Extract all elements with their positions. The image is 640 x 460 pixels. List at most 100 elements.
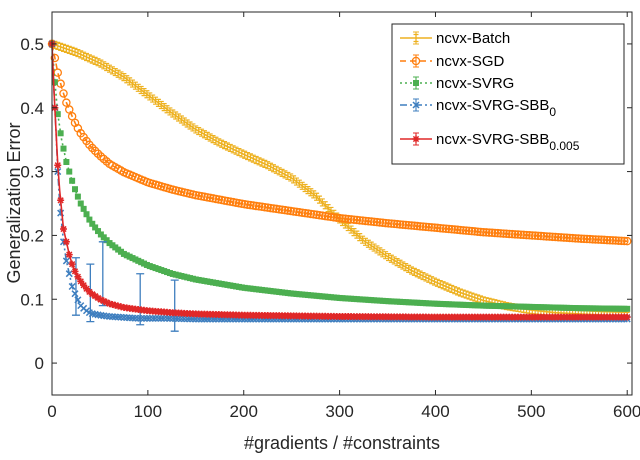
data-point bbox=[69, 46, 75, 55]
legend-label-base: ncvx-SVRG-SBB bbox=[436, 131, 549, 148]
data-point bbox=[476, 227, 485, 237]
data-point bbox=[450, 225, 459, 234]
data-point bbox=[436, 223, 445, 233]
data-point bbox=[285, 171, 291, 181]
data-point bbox=[259, 158, 265, 167]
y-tick-label: 0.2 bbox=[20, 226, 44, 245]
data-point bbox=[385, 252, 391, 262]
data-point bbox=[413, 221, 422, 231]
data-point bbox=[190, 123, 196, 132]
data-point bbox=[556, 233, 566, 242]
data-point bbox=[608, 236, 618, 245]
data-point bbox=[279, 168, 285, 177]
data-point bbox=[482, 228, 491, 237]
data-point bbox=[467, 226, 477, 236]
data-point bbox=[429, 276, 435, 285]
data-point bbox=[302, 183, 308, 193]
data-point bbox=[430, 223, 439, 232]
data-point bbox=[388, 254, 394, 263]
data-point bbox=[222, 141, 228, 150]
data-point bbox=[312, 210, 321, 220]
data-point bbox=[369, 217, 379, 227]
data-point bbox=[251, 201, 261, 211]
data-point bbox=[624, 305, 631, 312]
data-point bbox=[622, 236, 632, 246]
data-point bbox=[170, 109, 176, 118]
data-point bbox=[441, 224, 451, 233]
y-tick-label: 0 bbox=[35, 354, 44, 373]
data-point bbox=[449, 284, 455, 294]
data-point bbox=[152, 314, 160, 322]
data-point bbox=[594, 235, 603, 244]
data-point bbox=[60, 225, 68, 233]
x-tick-label: 500 bbox=[517, 402, 545, 421]
data-point bbox=[519, 230, 528, 240]
data-point bbox=[585, 234, 595, 244]
data-point bbox=[418, 222, 428, 231]
data-point bbox=[623, 313, 631, 321]
data-point bbox=[69, 177, 76, 184]
data-point bbox=[505, 229, 514, 239]
data-point bbox=[65, 270, 73, 278]
data-point bbox=[332, 213, 341, 223]
y-tick-label: 0.3 bbox=[20, 163, 44, 182]
data-point bbox=[407, 221, 416, 230]
data-point bbox=[400, 261, 406, 270]
data-point bbox=[86, 54, 92, 63]
legend-label: ncvx-SGD bbox=[436, 53, 505, 70]
data-point bbox=[565, 233, 574, 243]
data-point bbox=[341, 214, 350, 224]
data-point bbox=[368, 241, 374, 250]
data-point bbox=[184, 119, 190, 128]
data-point bbox=[510, 230, 520, 239]
data-point bbox=[161, 103, 167, 112]
data-point bbox=[403, 263, 409, 272]
data-point bbox=[398, 220, 408, 229]
data-point bbox=[614, 236, 623, 245]
legend-label-base: ncvx-SGD bbox=[436, 53, 505, 70]
data-point bbox=[414, 269, 420, 278]
data-point bbox=[533, 231, 543, 241]
data-point bbox=[536, 231, 546, 241]
data-point bbox=[299, 181, 305, 190]
legend-label: ncvx-SVRG bbox=[436, 75, 514, 92]
data-point bbox=[475, 294, 481, 303]
data-point bbox=[132, 81, 138, 90]
data-point bbox=[233, 146, 239, 155]
data-point bbox=[461, 226, 471, 235]
data-point bbox=[276, 167, 282, 176]
data-point bbox=[273, 165, 279, 174]
data-point bbox=[108, 300, 116, 308]
y-tick-label: 0.5 bbox=[20, 35, 44, 54]
data-point bbox=[71, 267, 79, 275]
data-point bbox=[391, 256, 397, 265]
data-point bbox=[230, 145, 236, 154]
data-point bbox=[411, 267, 417, 277]
data-point bbox=[348, 225, 354, 234]
legend-marker bbox=[411, 56, 421, 66]
data-point bbox=[338, 214, 347, 223]
data-point bbox=[315, 210, 324, 220]
data-point bbox=[81, 51, 87, 60]
data-point bbox=[141, 88, 147, 97]
data-point bbox=[286, 206, 295, 216]
data-point bbox=[112, 67, 118, 77]
data-point bbox=[343, 214, 353, 224]
data-point bbox=[240, 200, 249, 209]
data-point bbox=[167, 107, 173, 116]
data-point bbox=[579, 234, 589, 244]
data-point bbox=[80, 281, 88, 289]
data-point bbox=[375, 218, 385, 227]
data-point bbox=[138, 85, 144, 95]
data-point bbox=[322, 201, 328, 210]
data-point bbox=[470, 227, 480, 236]
x-tick-label: 100 bbox=[134, 402, 162, 421]
data-point bbox=[599, 235, 609, 245]
data-point bbox=[86, 216, 93, 223]
data-point bbox=[420, 271, 426, 281]
data-point bbox=[308, 188, 314, 197]
data-point bbox=[417, 270, 423, 279]
data-point bbox=[213, 136, 219, 145]
data-point bbox=[452, 286, 458, 295]
data-point bbox=[54, 161, 62, 169]
